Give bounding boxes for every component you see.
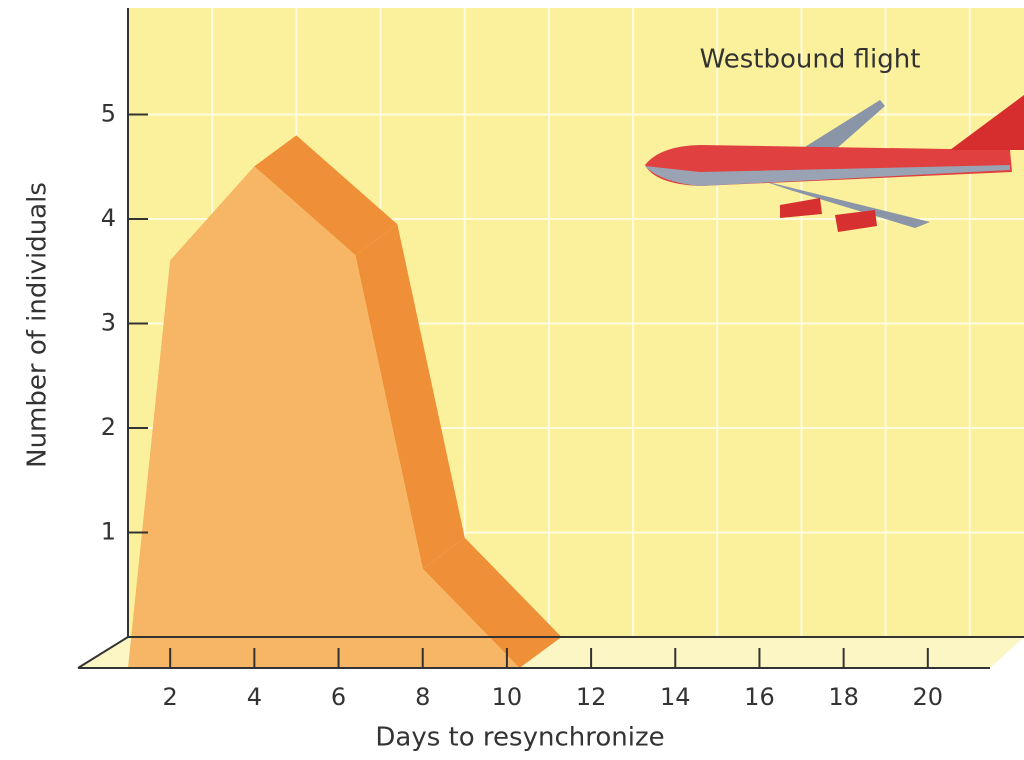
x-tick-label: 16 [744, 683, 775, 711]
chart: 123452468101214161820 Westbound flight D… [0, 0, 1024, 760]
y-tick-label: 4 [101, 204, 116, 232]
x-tick-label: 2 [163, 683, 178, 711]
x-tick-label: 4 [247, 683, 262, 711]
y-tick-label: 5 [101, 100, 116, 128]
y-axis-label: Number of individuals [23, 182, 53, 468]
x-axis-label: Days to resynchronize [375, 723, 664, 753]
annotation: Westbound flight [700, 45, 921, 75]
y-tick-label: 1 [101, 518, 116, 546]
y-tick-label: 3 [101, 309, 116, 337]
x-tick-label: 20 [913, 683, 944, 711]
y-tick-label: 2 [101, 413, 116, 441]
x-tick-label: 10 [492, 683, 523, 711]
x-tick-label: 18 [828, 683, 859, 711]
x-tick-label: 14 [660, 683, 691, 711]
x-tick-label: 12 [576, 683, 607, 711]
x-tick-label: 8 [415, 683, 430, 711]
x-tick-label: 6 [331, 683, 346, 711]
